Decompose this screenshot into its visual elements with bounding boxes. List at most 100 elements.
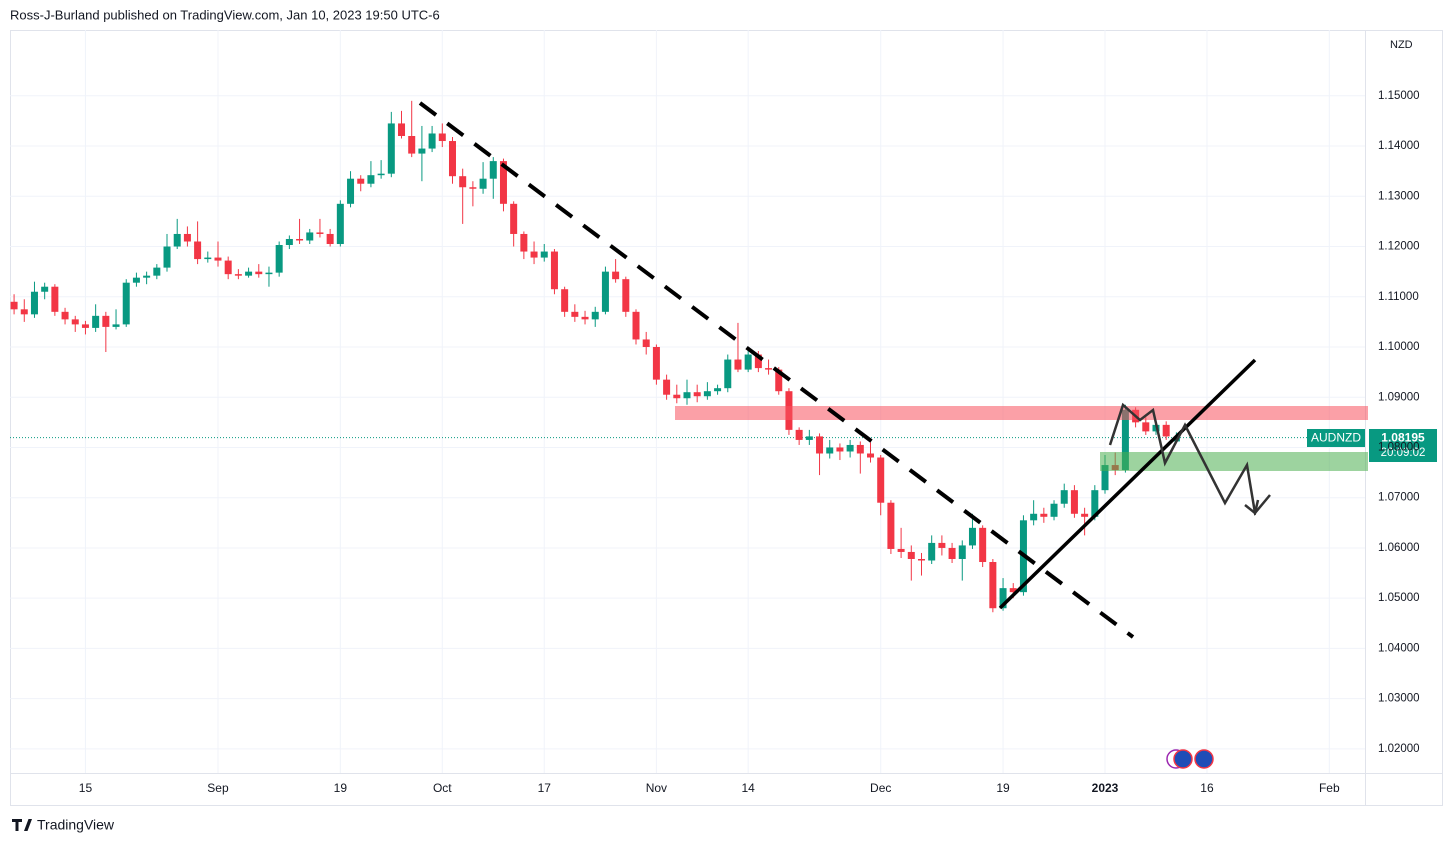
candle-body	[632, 311, 640, 340]
x-tick-label: Sep	[207, 781, 229, 795]
y-tick-label: 1.08000	[1378, 441, 1420, 453]
candle-body	[836, 447, 844, 452]
candle-body	[296, 238, 304, 241]
projection-arrowhead	[1244, 499, 1260, 516]
y-tick-label: 1.03000	[1378, 693, 1420, 705]
candle-body	[520, 233, 528, 252]
x-tick-label: 2023	[1092, 781, 1119, 795]
candle-body	[194, 241, 202, 260]
candle-body	[479, 178, 487, 189]
y-tick-label: 1.10000	[1378, 341, 1420, 353]
resistance-zone	[675, 406, 1368, 420]
candle-body	[907, 551, 915, 559]
candle-body	[826, 447, 834, 454]
support-zone	[1100, 452, 1368, 471]
candle-body	[754, 354, 762, 369]
candle-body	[469, 187, 477, 189]
projection-path	[1108, 402, 1271, 516]
candle-body	[1070, 490, 1078, 514]
brand-logo	[12, 819, 32, 831]
y-tick-label: 1.04000	[1378, 642, 1420, 654]
candle-body	[1030, 513, 1038, 521]
candle-body	[143, 275, 151, 278]
candle-body	[30, 291, 38, 315]
candle-body	[438, 133, 446, 142]
drawings	[418, 101, 1368, 639]
candle-body	[112, 324, 120, 327]
y-tick-label: 1.09000	[1378, 391, 1420, 403]
candle-body	[408, 135, 416, 154]
candle-body	[377, 173, 385, 176]
candle-body	[347, 178, 355, 204]
candle-body	[581, 316, 589, 320]
x-tick-label: Dec	[870, 781, 891, 795]
candle-body	[887, 502, 895, 549]
candle-body	[530, 251, 538, 258]
candle-body	[652, 346, 660, 380]
candle-body	[724, 359, 732, 389]
candle-body	[744, 354, 752, 370]
candle-body	[917, 558, 925, 561]
x-tick-label: 17	[538, 781, 552, 795]
candle-body	[897, 548, 905, 552]
candle-body	[867, 453, 875, 458]
candle-body	[591, 311, 599, 320]
candle-body	[550, 251, 558, 290]
candle-body	[999, 588, 1007, 609]
y-tick-label: 1.15000	[1378, 90, 1420, 102]
brand-name: TradingView	[37, 817, 115, 833]
candle-body	[61, 311, 69, 320]
candle-body	[459, 176, 467, 188]
x-tick-label: 19	[996, 781, 1010, 795]
countdown: 20:09:02	[1381, 447, 1426, 459]
candle-body	[775, 369, 783, 392]
candle-body	[1040, 513, 1048, 517]
y-tick-label: 1.11000	[1378, 291, 1419, 303]
candle-body	[255, 271, 263, 275]
symbol-box	[1307, 429, 1365, 447]
candle-body	[989, 562, 997, 609]
event-icons	[1166, 749, 1214, 769]
candle-body	[41, 286, 49, 292]
y-tick-label: 1.07000	[1378, 492, 1420, 504]
candle-body	[448, 141, 456, 177]
candle-body	[510, 203, 518, 234]
candle-body	[81, 324, 89, 328]
candle-body	[1009, 588, 1017, 593]
y-tick-label: 1.05000	[1378, 592, 1420, 604]
candle-body	[765, 368, 773, 370]
price-label: AUDNZD 1.08195 20:09:02	[1307, 429, 1437, 462]
candle-body	[10, 301, 18, 310]
candle-body	[275, 245, 283, 273]
candle-body	[795, 429, 803, 440]
last-price: 1.08195	[1381, 431, 1425, 445]
candle-body	[306, 232, 314, 241]
event-icon	[1194, 749, 1214, 769]
candle-body	[265, 272, 273, 275]
candle-body	[622, 279, 630, 312]
x-tick-label: 19	[334, 781, 348, 795]
candle-body	[102, 315, 110, 327]
symbol-name: AUDNZD	[1311, 431, 1361, 445]
trendline	[998, 358, 1257, 610]
candle-body	[1142, 422, 1150, 432]
x-tick-label: Oct	[433, 781, 452, 795]
candle-body	[958, 545, 966, 559]
candle-body	[968, 527, 976, 546]
candle-body	[51, 286, 59, 312]
brand: TradingView	[12, 817, 115, 833]
candle-body	[1101, 465, 1109, 491]
candle-body	[224, 260, 232, 275]
candle-body	[1121, 409, 1129, 471]
candle-body	[805, 436, 813, 440]
candle-body	[561, 289, 569, 312]
candle-body	[398, 123, 406, 136]
candle-body	[703, 391, 711, 397]
candle-body	[673, 394, 681, 399]
candle-body	[245, 271, 253, 276]
last-price-box	[1369, 429, 1437, 462]
candle-body	[326, 233, 334, 245]
candle-body	[571, 311, 579, 317]
candle-body	[1050, 503, 1058, 517]
